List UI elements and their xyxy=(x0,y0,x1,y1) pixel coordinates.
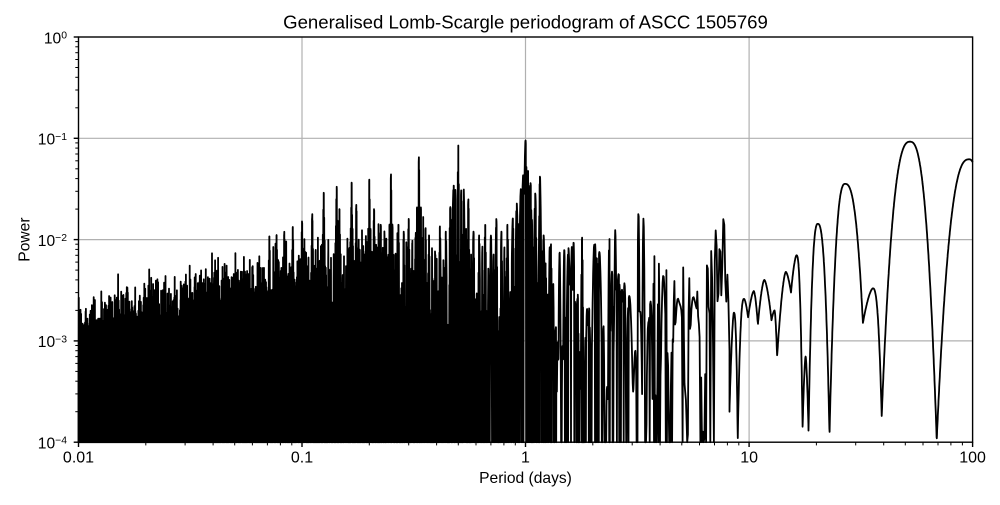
svg-text:1: 1 xyxy=(521,450,530,467)
svg-text:10: 10 xyxy=(740,450,758,467)
svg-text:0.1: 0.1 xyxy=(291,450,313,467)
svg-text:Power: Power xyxy=(17,217,34,261)
svg-text:Generalised Lomb-Scargle perio: Generalised Lomb-Scargle periodogram of … xyxy=(283,11,768,32)
svg-text:0.01: 0.01 xyxy=(63,450,94,467)
svg-text:Period (days): Period (days) xyxy=(479,470,572,487)
svg-text:100: 100 xyxy=(959,450,986,467)
